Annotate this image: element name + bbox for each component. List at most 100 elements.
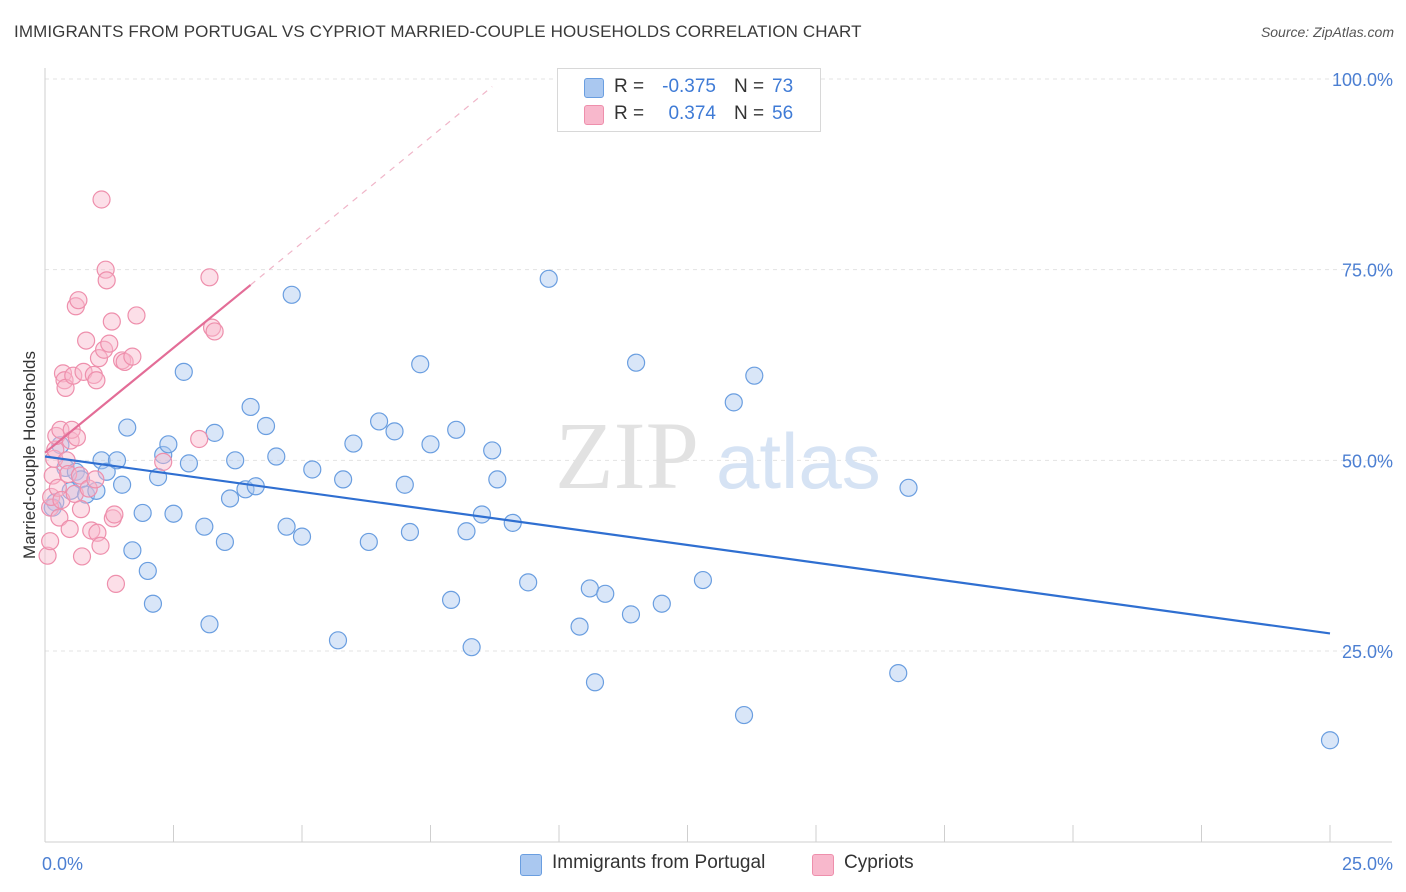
tick-labels: 100.0% 75.0% 50.0% 25.0% 0.0% 25.0% xyxy=(42,70,1393,874)
x-tick-label-max: 25.0% xyxy=(1342,854,1393,874)
legend-row-portugal: R = -0.375 N = 73 xyxy=(558,74,820,100)
trend-line-cypriots-extension xyxy=(250,86,493,286)
source-credit: Source: ZipAtlas.com xyxy=(1260,24,1394,40)
watermark-zip: ZIP xyxy=(555,402,699,509)
point-cypriots xyxy=(41,532,60,551)
point-portugal xyxy=(370,412,389,431)
watermark: ZIP atlas xyxy=(555,402,881,509)
point-portugal xyxy=(267,447,286,466)
point-portugal xyxy=(385,422,404,441)
point-portugal xyxy=(457,522,476,541)
legend-r-label: R = xyxy=(614,103,645,124)
point-portugal xyxy=(256,416,276,436)
point-portugal xyxy=(226,451,245,470)
y-tick-label: 25.0% xyxy=(1342,642,1393,662)
point-portugal xyxy=(580,579,599,598)
point-portugal xyxy=(693,570,713,590)
legend-n-value: 73 xyxy=(772,76,794,97)
axes xyxy=(44,68,1392,843)
point-portugal xyxy=(241,397,260,417)
legend-n-label: N = xyxy=(734,76,765,97)
point-portugal xyxy=(118,418,137,437)
point-portugal xyxy=(174,362,193,381)
legend-n-label: N = xyxy=(734,103,765,124)
point-portugal xyxy=(292,527,312,546)
point-portugal xyxy=(621,605,641,624)
point-portugal xyxy=(215,532,234,552)
point-cypriots xyxy=(42,487,61,507)
point-portugal xyxy=(159,435,178,454)
watermark-atlas: atlas xyxy=(716,417,881,505)
point-cypriots xyxy=(154,452,173,471)
point-portugal xyxy=(282,285,301,304)
legend-n-value: 56 xyxy=(772,103,794,124)
legend-swatch-pink xyxy=(584,105,604,125)
point-cypriots xyxy=(100,334,119,353)
point-cypriots xyxy=(38,546,57,565)
point-cypriots xyxy=(69,291,88,310)
point-portugal xyxy=(472,505,491,524)
bottom-legend-swatch-pink xyxy=(812,854,834,876)
trend-lines xyxy=(44,86,1331,635)
point-cypriots xyxy=(79,479,98,498)
point-portugal xyxy=(179,454,199,473)
point-cypriots xyxy=(91,536,110,555)
point-cypriots xyxy=(67,428,86,447)
point-portugal xyxy=(133,503,152,523)
point-portugal xyxy=(195,517,214,536)
point-portugal xyxy=(626,353,646,372)
series-portugal-points xyxy=(43,269,1340,750)
point-cypriots xyxy=(50,508,69,527)
point-cypriots xyxy=(87,371,106,390)
point-cypriots xyxy=(127,306,146,325)
legend-r-value: 0.374 xyxy=(668,103,716,124)
point-cypriots xyxy=(60,519,79,539)
point-portugal xyxy=(724,393,743,412)
point-portugal xyxy=(462,638,481,657)
point-cypriots xyxy=(77,331,96,350)
legend-swatch-blue xyxy=(584,78,604,98)
legend-r-label: R = xyxy=(614,76,645,97)
point-portugal xyxy=(205,423,224,442)
point-portugal xyxy=(334,470,353,489)
chart-title: IMMIGRANTS FROM PORTUGAL VS CYPRIOT MARR… xyxy=(14,22,862,41)
point-cypriots xyxy=(86,470,105,489)
point-portugal xyxy=(107,451,127,470)
legend-r-value: -0.375 xyxy=(662,76,716,97)
point-portugal xyxy=(899,478,918,497)
point-cypriots xyxy=(65,484,84,503)
point-portugal xyxy=(277,517,296,536)
point-portugal xyxy=(570,617,589,636)
bottom-legend-swatch-blue xyxy=(520,854,542,876)
point-cypriots xyxy=(92,190,111,209)
point-portugal xyxy=(734,705,754,725)
point-portugal xyxy=(539,269,558,288)
point-portugal xyxy=(483,441,502,460)
trend-line-cypriots xyxy=(44,284,252,454)
correlation-legend: R = -0.375 N = 73 R = 0.374 N = 56 xyxy=(557,68,821,132)
point-portugal xyxy=(220,489,240,508)
bottom-legend-label: Immigrants from Portugal xyxy=(552,852,766,873)
point-portugal xyxy=(503,513,522,532)
point-cypriots xyxy=(70,466,90,485)
point-cypriots xyxy=(106,574,126,593)
point-portugal xyxy=(441,590,461,610)
point-portugal xyxy=(585,673,605,692)
point-portugal xyxy=(328,631,348,650)
point-cypriots xyxy=(200,268,219,287)
point-portugal xyxy=(400,522,420,542)
point-portugal xyxy=(138,561,157,581)
point-cypriots xyxy=(105,505,124,524)
point-cypriots xyxy=(190,429,209,449)
gridlines xyxy=(45,78,1392,652)
point-portugal xyxy=(519,573,538,592)
point-cypriots xyxy=(74,362,93,381)
y-tick-label: 75.0% xyxy=(1342,261,1393,281)
series-cypriots-points xyxy=(38,190,224,593)
point-portugal xyxy=(596,584,615,603)
point-portugal xyxy=(359,532,378,552)
point-portugal xyxy=(303,460,322,479)
point-portugal xyxy=(344,434,363,453)
x-tick-label-min: 0.0% xyxy=(42,854,83,874)
